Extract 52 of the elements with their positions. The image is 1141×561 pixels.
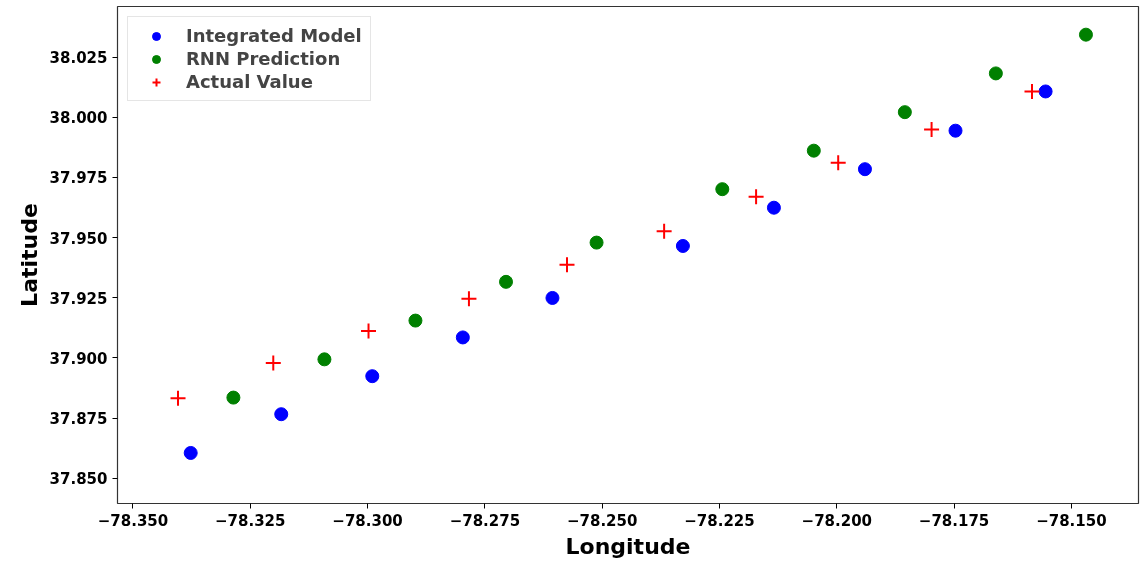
y-tick-label: 37.875 bbox=[49, 410, 108, 429]
point bbox=[747, 188, 765, 206]
y-tick-label: 37.850 bbox=[49, 470, 108, 489]
x-tick-label: −78.250 bbox=[566, 511, 638, 530]
point bbox=[655, 222, 673, 240]
point bbox=[317, 352, 332, 367]
x-tick-label: −78.275 bbox=[449, 511, 521, 530]
point bbox=[1038, 84, 1053, 99]
legend-label: Actual Value bbox=[186, 71, 313, 92]
point bbox=[360, 322, 378, 340]
x-axis-title: Longitude bbox=[565, 533, 691, 559]
point bbox=[675, 238, 690, 253]
point bbox=[988, 66, 1003, 81]
point bbox=[589, 235, 604, 250]
point bbox=[715, 182, 730, 197]
y-axis-title: Latitude bbox=[16, 203, 42, 307]
x-tick-label: −78.300 bbox=[332, 511, 403, 530]
legend-label: RNN Prediction bbox=[186, 48, 341, 69]
point bbox=[766, 200, 781, 215]
y-tick-label: 38.025 bbox=[49, 49, 108, 68]
point bbox=[1078, 27, 1093, 42]
x-tick-label: −78.350 bbox=[97, 511, 169, 530]
point bbox=[460, 290, 478, 308]
y-tick-label: 37.975 bbox=[49, 169, 108, 188]
point bbox=[897, 105, 912, 120]
x-tick-label: −78.150 bbox=[1036, 511, 1107, 530]
y-tick-label: 37.925 bbox=[49, 289, 108, 308]
legend-label: Integrated Model bbox=[186, 25, 362, 46]
point bbox=[408, 313, 423, 328]
point bbox=[857, 162, 872, 177]
point bbox=[274, 407, 289, 422]
y-tick-label: 38.000 bbox=[49, 109, 108, 128]
point bbox=[183, 445, 198, 460]
y-tick-label: 37.900 bbox=[49, 349, 108, 368]
point bbox=[499, 274, 514, 289]
point bbox=[948, 123, 963, 138]
x-tick-label: −78.200 bbox=[801, 511, 873, 530]
point bbox=[264, 354, 282, 372]
point bbox=[829, 154, 847, 172]
point bbox=[545, 290, 560, 305]
y-tick-label: 37.950 bbox=[49, 229, 108, 248]
point bbox=[806, 143, 821, 158]
x-tick-label: −78.175 bbox=[918, 511, 990, 530]
point bbox=[455, 330, 470, 345]
point bbox=[365, 369, 380, 384]
point bbox=[558, 256, 576, 274]
x-tick-label: −78.325 bbox=[215, 511, 286, 530]
point bbox=[226, 390, 241, 405]
point bbox=[923, 120, 941, 138]
x-tick-label: −78.225 bbox=[684, 511, 755, 530]
point bbox=[1023, 82, 1041, 100]
point bbox=[169, 389, 187, 407]
